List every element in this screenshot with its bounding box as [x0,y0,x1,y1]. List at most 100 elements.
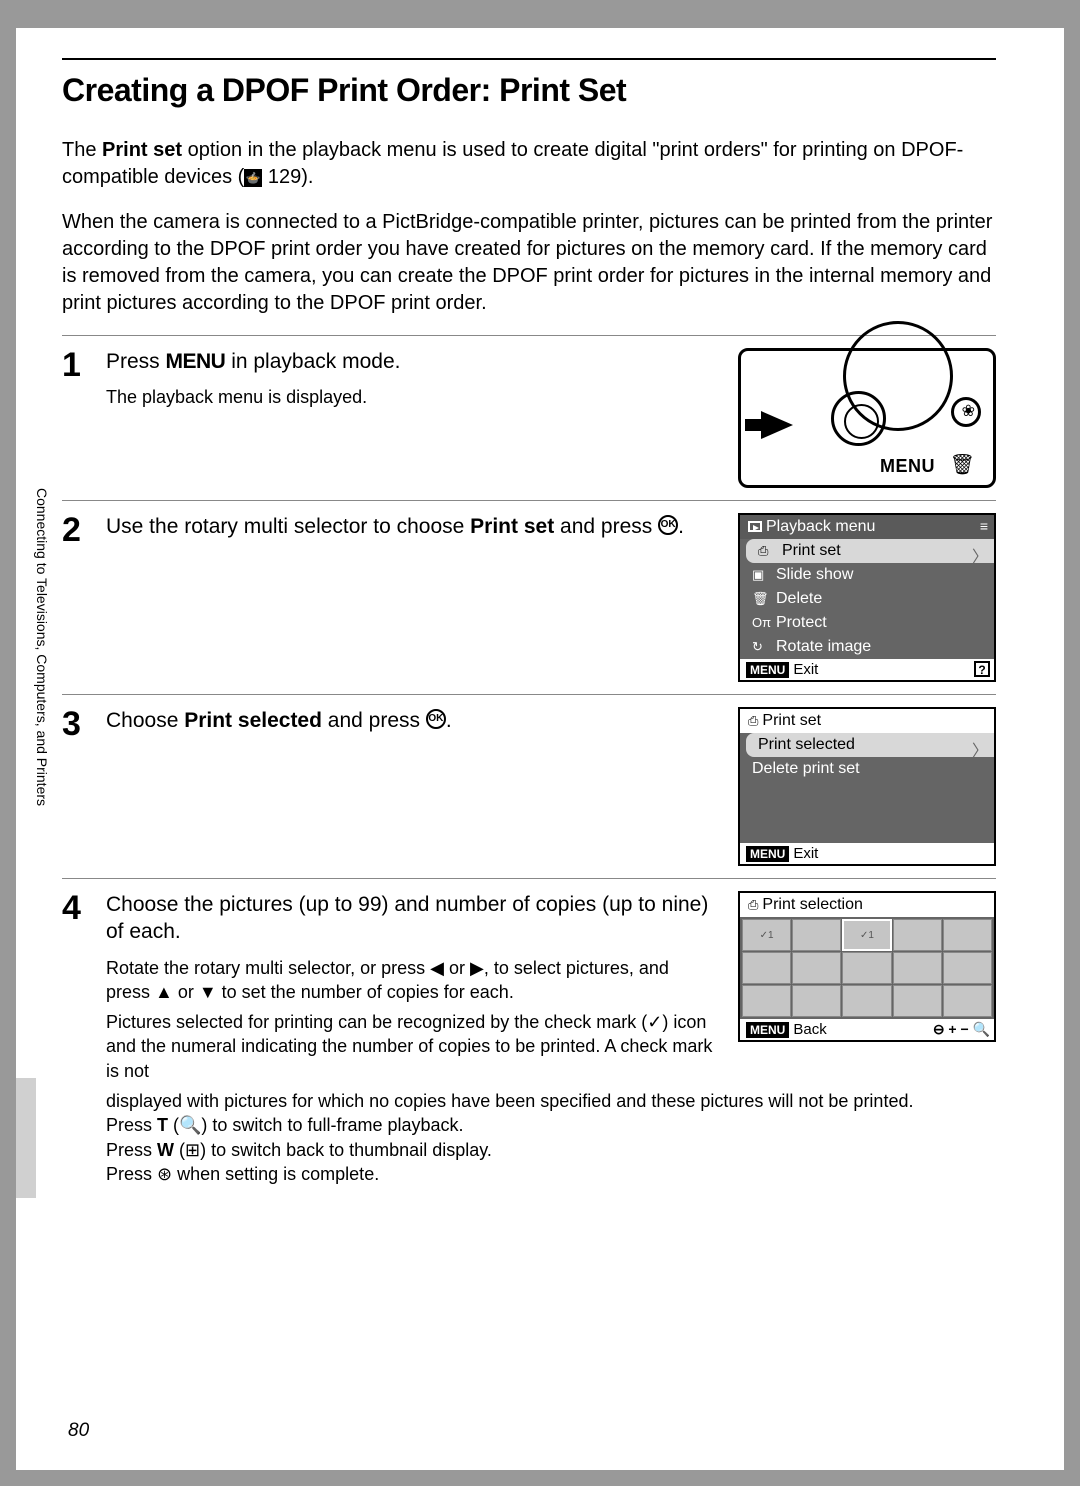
step-2: 2 Use the rotary multi selector to choos… [62,500,996,682]
lcd-print-selection: ⎙ Print selection ✓1 ✓1 [738,891,996,1042]
thumbnail[interactable] [842,985,891,1017]
intro-paragraph-1: The Print set option in the playback men… [62,137,996,191]
intro-ref-num: 129). [268,166,314,188]
body-text: Press [106,1140,157,1160]
lcd-playback-menu: Playback menu ≡ ⎙Print set〉 ▣Slide show … [738,513,996,682]
print-icon: ⎙ [748,713,758,728]
ok-button-icon: OK [658,515,678,535]
thumbnail[interactable] [792,985,841,1017]
step-number: 3 [62,707,94,866]
playback-icon [748,521,762,532]
lcd-footer: MENUExit [740,843,994,864]
back-label: Back [793,1021,826,1038]
section-side-label: Connecting to Televisions, Computers, an… [34,488,50,806]
arrow-icon [761,411,793,439]
thumbnail[interactable] [742,985,791,1017]
lcd-title: Playback menu [766,518,875,535]
thumbnail[interactable] [792,952,841,984]
body-text: Press [106,1115,157,1135]
menu-badge: MENU [746,846,789,862]
menu-item-label: Delete [776,590,822,607]
header-rule [62,58,996,60]
trash-icon: 🗑 [950,452,975,477]
step-body: Press W (⊞) to switch back to thumbnail … [106,1138,996,1162]
manual-page: Connecting to Televisions, Computers, an… [16,28,1064,1470]
step-heading-text: Press [106,350,166,373]
body-bold: T [157,1115,168,1135]
thumbnail[interactable] [893,985,942,1017]
menu-item-rotate[interactable]: ↻ Rotate image [740,635,994,659]
lcd-print-set-menu: ⎙Print set Print selected〉 Delete print … [738,707,996,866]
thumbnail[interactable] [943,919,992,951]
step-body: Pictures selected for printing can be re… [106,1010,714,1083]
body-bold: W [157,1140,174,1160]
intro-text: The [62,139,102,161]
lcd-body: Print selected〉 Delete print set [740,733,994,843]
macro-icon: ❀ [962,401,975,421]
scroll-indicator-icon: ≡ [980,518,988,534]
menu-item-delete[interactable]: 🗑 Delete [740,587,994,611]
menu-item-label: Slide show [776,566,853,583]
menu-item-label: Rotate image [776,638,871,655]
step-number: 1 [62,348,94,488]
step-4: 4 Choose the pictures (up to 99) and num… [62,878,996,1186]
thumbnail[interactable] [742,952,791,984]
thumbnail[interactable] [893,919,942,951]
reference-icon: 🍲 [244,169,262,187]
menu-item-label: Protect [776,614,827,631]
lcd-screenshot-col: Playback menu ≡ ⎙Print set〉 ▣Slide show … [738,513,996,682]
step-heading-text: and press [322,709,426,732]
lcd-footer: MENUBack ⊖ + − 🔍 [740,1019,994,1040]
step-heading: Choose Print selected and press OK. [106,707,714,734]
step-heading-text: and press [554,515,658,538]
step-body: The playback menu is displayed. [106,385,714,409]
menu-item-delete-print-set[interactable]: Delete print set [740,757,994,781]
help-icon: ? [974,661,990,677]
thumbnail[interactable] [943,985,992,1017]
thumbnail[interactable] [792,919,841,951]
print-icon: ⎙ [758,543,768,559]
menu-item-protect[interactable]: Oπ Protect [740,611,994,635]
lcd-screenshot-col: ⎙ Print selection ✓1 ✓1 [738,891,996,1089]
step-number: 4 [62,891,94,1089]
lcd-header: ⎙Print set [740,709,994,733]
lcd-header: ⎙ Print selection [740,893,994,917]
side-tab [16,1078,36,1198]
step-body: Rotate the rotary multi selector, or pre… [106,956,714,1005]
menu-item-slide-show[interactable]: ▣ Slide show [740,563,994,587]
lcd-screenshot-col: ⎙Print set Print selected〉 Delete print … [738,707,996,866]
thumbnail[interactable] [842,952,891,984]
step-body-continued: displayed with pictures for which no cop… [106,1089,996,1113]
protect-icon: Oπ [752,615,771,630]
menu-item-label: Print selected [758,736,855,753]
lcd-body: ⎙Print set〉 ▣Slide show 🗑Delete OπProtec… [740,539,994,659]
menu-badge: MENU [746,1022,789,1038]
menu-item-print-selected[interactable]: Print selected〉 [746,733,994,757]
menu-item-label: Print set [782,542,841,559]
menu-item-print-set[interactable]: ⎙Print set〉 [746,539,994,563]
delete-icon: 🗑 [752,591,769,607]
thumbnail[interactable] [893,952,942,984]
menu-glyph: MENU [166,350,226,373]
thumbnail-grid: ✓1 ✓1 [740,917,994,1019]
step-3: 3 Choose Print selected and press OK. ⎙P… [62,694,996,866]
body-text: (🔍) to switch to full-frame playback. [168,1115,464,1135]
menu-badge: MENU [746,662,789,678]
intro-bold: Print set [102,139,182,161]
rotate-icon: ↻ [752,639,763,655]
step-body: Press ⊛ when setting is complete. [106,1162,996,1186]
slideshow-icon: ▣ [752,567,764,583]
lcd-footer: MENUExit ? [740,659,994,680]
thumbnail[interactable]: ✓1 [742,919,791,951]
zoom-controls-icon: ⊖ + − 🔍 [933,1021,990,1038]
thumbnail-selected[interactable]: ✓1 [842,919,891,951]
print-icon: ⎙ [748,897,758,912]
dial-inner-icon [844,404,879,439]
menu-item-label: Delete print set [752,760,860,777]
lcd-title: Print selection [762,896,863,913]
step-number: 2 [62,513,94,682]
step-heading-bold: Print set [470,515,554,538]
thumbnail[interactable] [943,952,992,984]
step-heading-bold: Print selected [184,709,322,732]
page-title: Creating a DPOF Print Order: Print Set [62,72,996,109]
